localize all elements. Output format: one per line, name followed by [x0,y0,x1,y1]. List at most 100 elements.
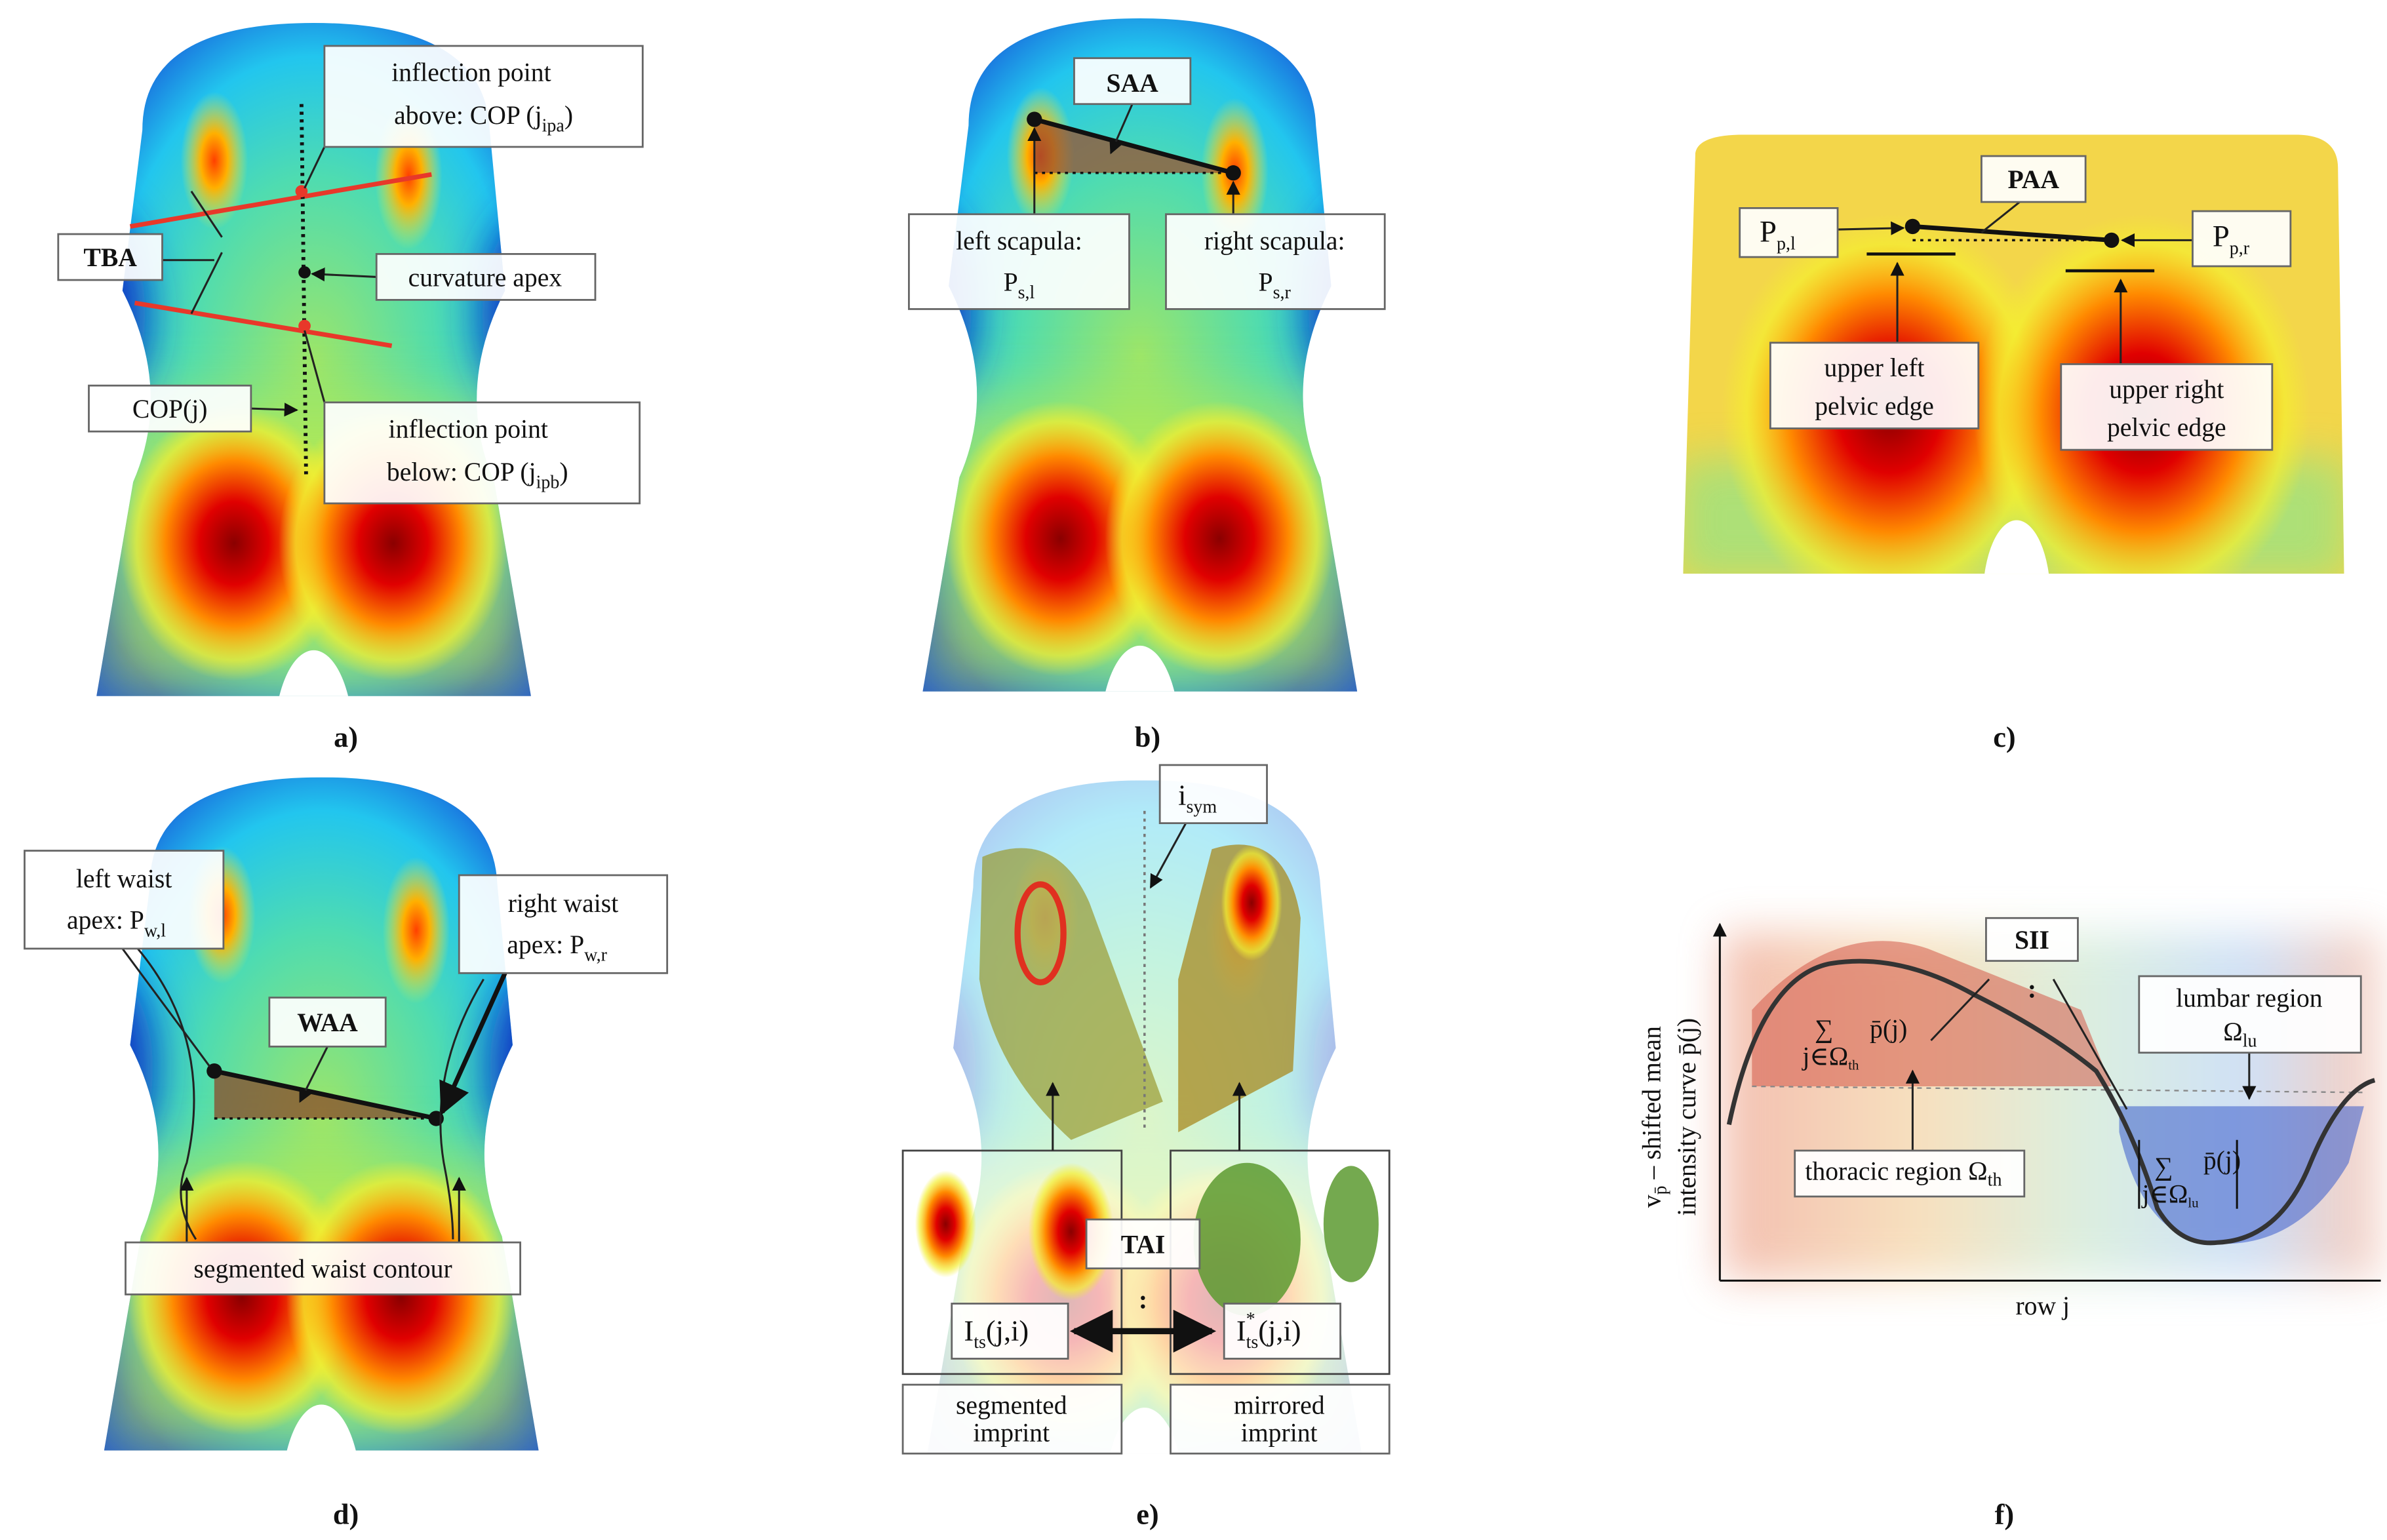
label-text: d) [333,1497,359,1530]
label-text: right scapula: [1204,226,1345,255]
shape [136,948,197,1240]
box [24,850,225,950]
label-text: apex: P [507,930,584,959]
point [2104,232,2120,248]
box [1739,207,1839,258]
label-text: ∑ [1815,1014,1833,1043]
label-text: TBA [83,243,137,272]
point [298,266,311,279]
label-text: a) [334,721,358,753]
label-text: thoracic region Ω [1805,1156,1987,1185]
connector [214,1069,437,1121]
label-text: (j,i) [1258,1314,1301,1347]
label-text: segmented waist contour [193,1255,452,1284]
label-text: w,l [144,920,166,941]
label-text: I* ts(j,i) [1236,1309,1301,1352]
connector [1109,104,1134,155]
connector [134,300,393,348]
label-text: th [1988,1170,2002,1191]
label-text: upper right [2109,375,2224,404]
label-text: j∈Ω [2140,1179,2188,1208]
label-text: s,l [1018,283,1035,303]
panel-e: isym TAI : Its(j,i) I* ts(j,i) segmented … [854,764,1435,1540]
label-text: inflection point [389,414,548,443]
label-text: (j,i) [986,1314,1029,1347]
panel-c: PAA Pp,l Pp,r upper left pelvic edge upp… [1683,134,2344,753]
label-text: left waist [76,865,172,894]
label-text: j∈Ω [1801,1042,1848,1071]
box [1223,1303,1341,1360]
label-text: vp̄ – shifted mean [1637,1026,1670,1208]
box [2192,210,2292,267]
label-text: : [1139,1285,1147,1314]
connector [250,403,298,417]
label-text: b) [1135,721,1160,753]
box [1794,1149,2026,1198]
label-text: Ps,l [1004,267,1035,303]
box [908,213,1130,310]
label-text: lu [2188,1194,2199,1210]
shape [190,190,223,315]
label-text: ts [1246,1332,1259,1352]
connector [439,972,507,1116]
label-text: curvature apex [408,263,562,292]
label-text: s,r [1273,283,1292,303]
heat-blob [1983,520,2051,574]
label-text: left scapula: [956,226,1082,255]
panel-a: inflection point above: COP (jipa) TBA c… [23,23,644,834]
box [1073,57,1192,106]
shape [1726,958,2376,1246]
label-text: apex: Pw,r [507,930,607,966]
connector [299,1046,328,1103]
connector [1930,978,1990,1042]
box [951,1303,1069,1360]
label-text: above: COP (jipa) [394,101,573,136]
label-text: P [2213,220,2230,254]
label-text: * [1246,1309,1255,1330]
label-text: P [1004,267,1018,296]
label-text: I [1236,1314,1246,1347]
label-text: isym [1178,779,1217,818]
label-text: p̄(j) [2203,1146,2241,1175]
connector [299,104,308,475]
label-text: Ω [2223,1017,2242,1046]
box [1981,155,2087,203]
label-text: PAA [2007,165,2059,194]
box [125,1241,522,1295]
label-text: p̄ [1651,1185,1671,1194]
label-text: p,l [1777,233,1796,254]
label-text: – shifted mean [1637,1026,1666,1186]
connector [1752,1085,2364,1094]
label-text: imprint [1241,1418,1318,1447]
panel-f: vp̄ – shifted mean intensity curve p̄(j)… [1637,917,2381,1530]
label-text: ts [974,1332,986,1352]
connector [304,330,326,403]
box [268,997,387,1048]
box [2138,975,2362,1054]
label-text: j∈Ωlu [2140,1179,2199,1210]
label-text: e) [1136,1497,1158,1530]
connector [304,146,326,189]
connector [1838,221,1905,235]
box [375,253,597,301]
label-text: P [1760,215,1777,249]
label-text: w,r [584,945,607,966]
connector [1981,201,2021,233]
box [1085,1218,1201,1270]
shape [439,978,484,1240]
heat-blob [1323,1166,1379,1282]
label-text: p,r [2230,238,2250,258]
box [88,384,252,433]
label-text: f) [1995,1497,2015,1530]
label-text: thoracic region Ωth [1805,1156,2002,1190]
box [1158,764,1268,825]
label-text: I [964,1314,974,1347]
label-text: right waist [508,889,619,918]
box [57,233,163,281]
label-text: c) [1993,721,2015,753]
box [1170,1383,1391,1455]
label-text: row j [2015,1292,2070,1320]
label-text: imprint [973,1418,1050,1447]
heat-blob [915,1170,977,1278]
label-text: upper left [1825,353,1925,382]
